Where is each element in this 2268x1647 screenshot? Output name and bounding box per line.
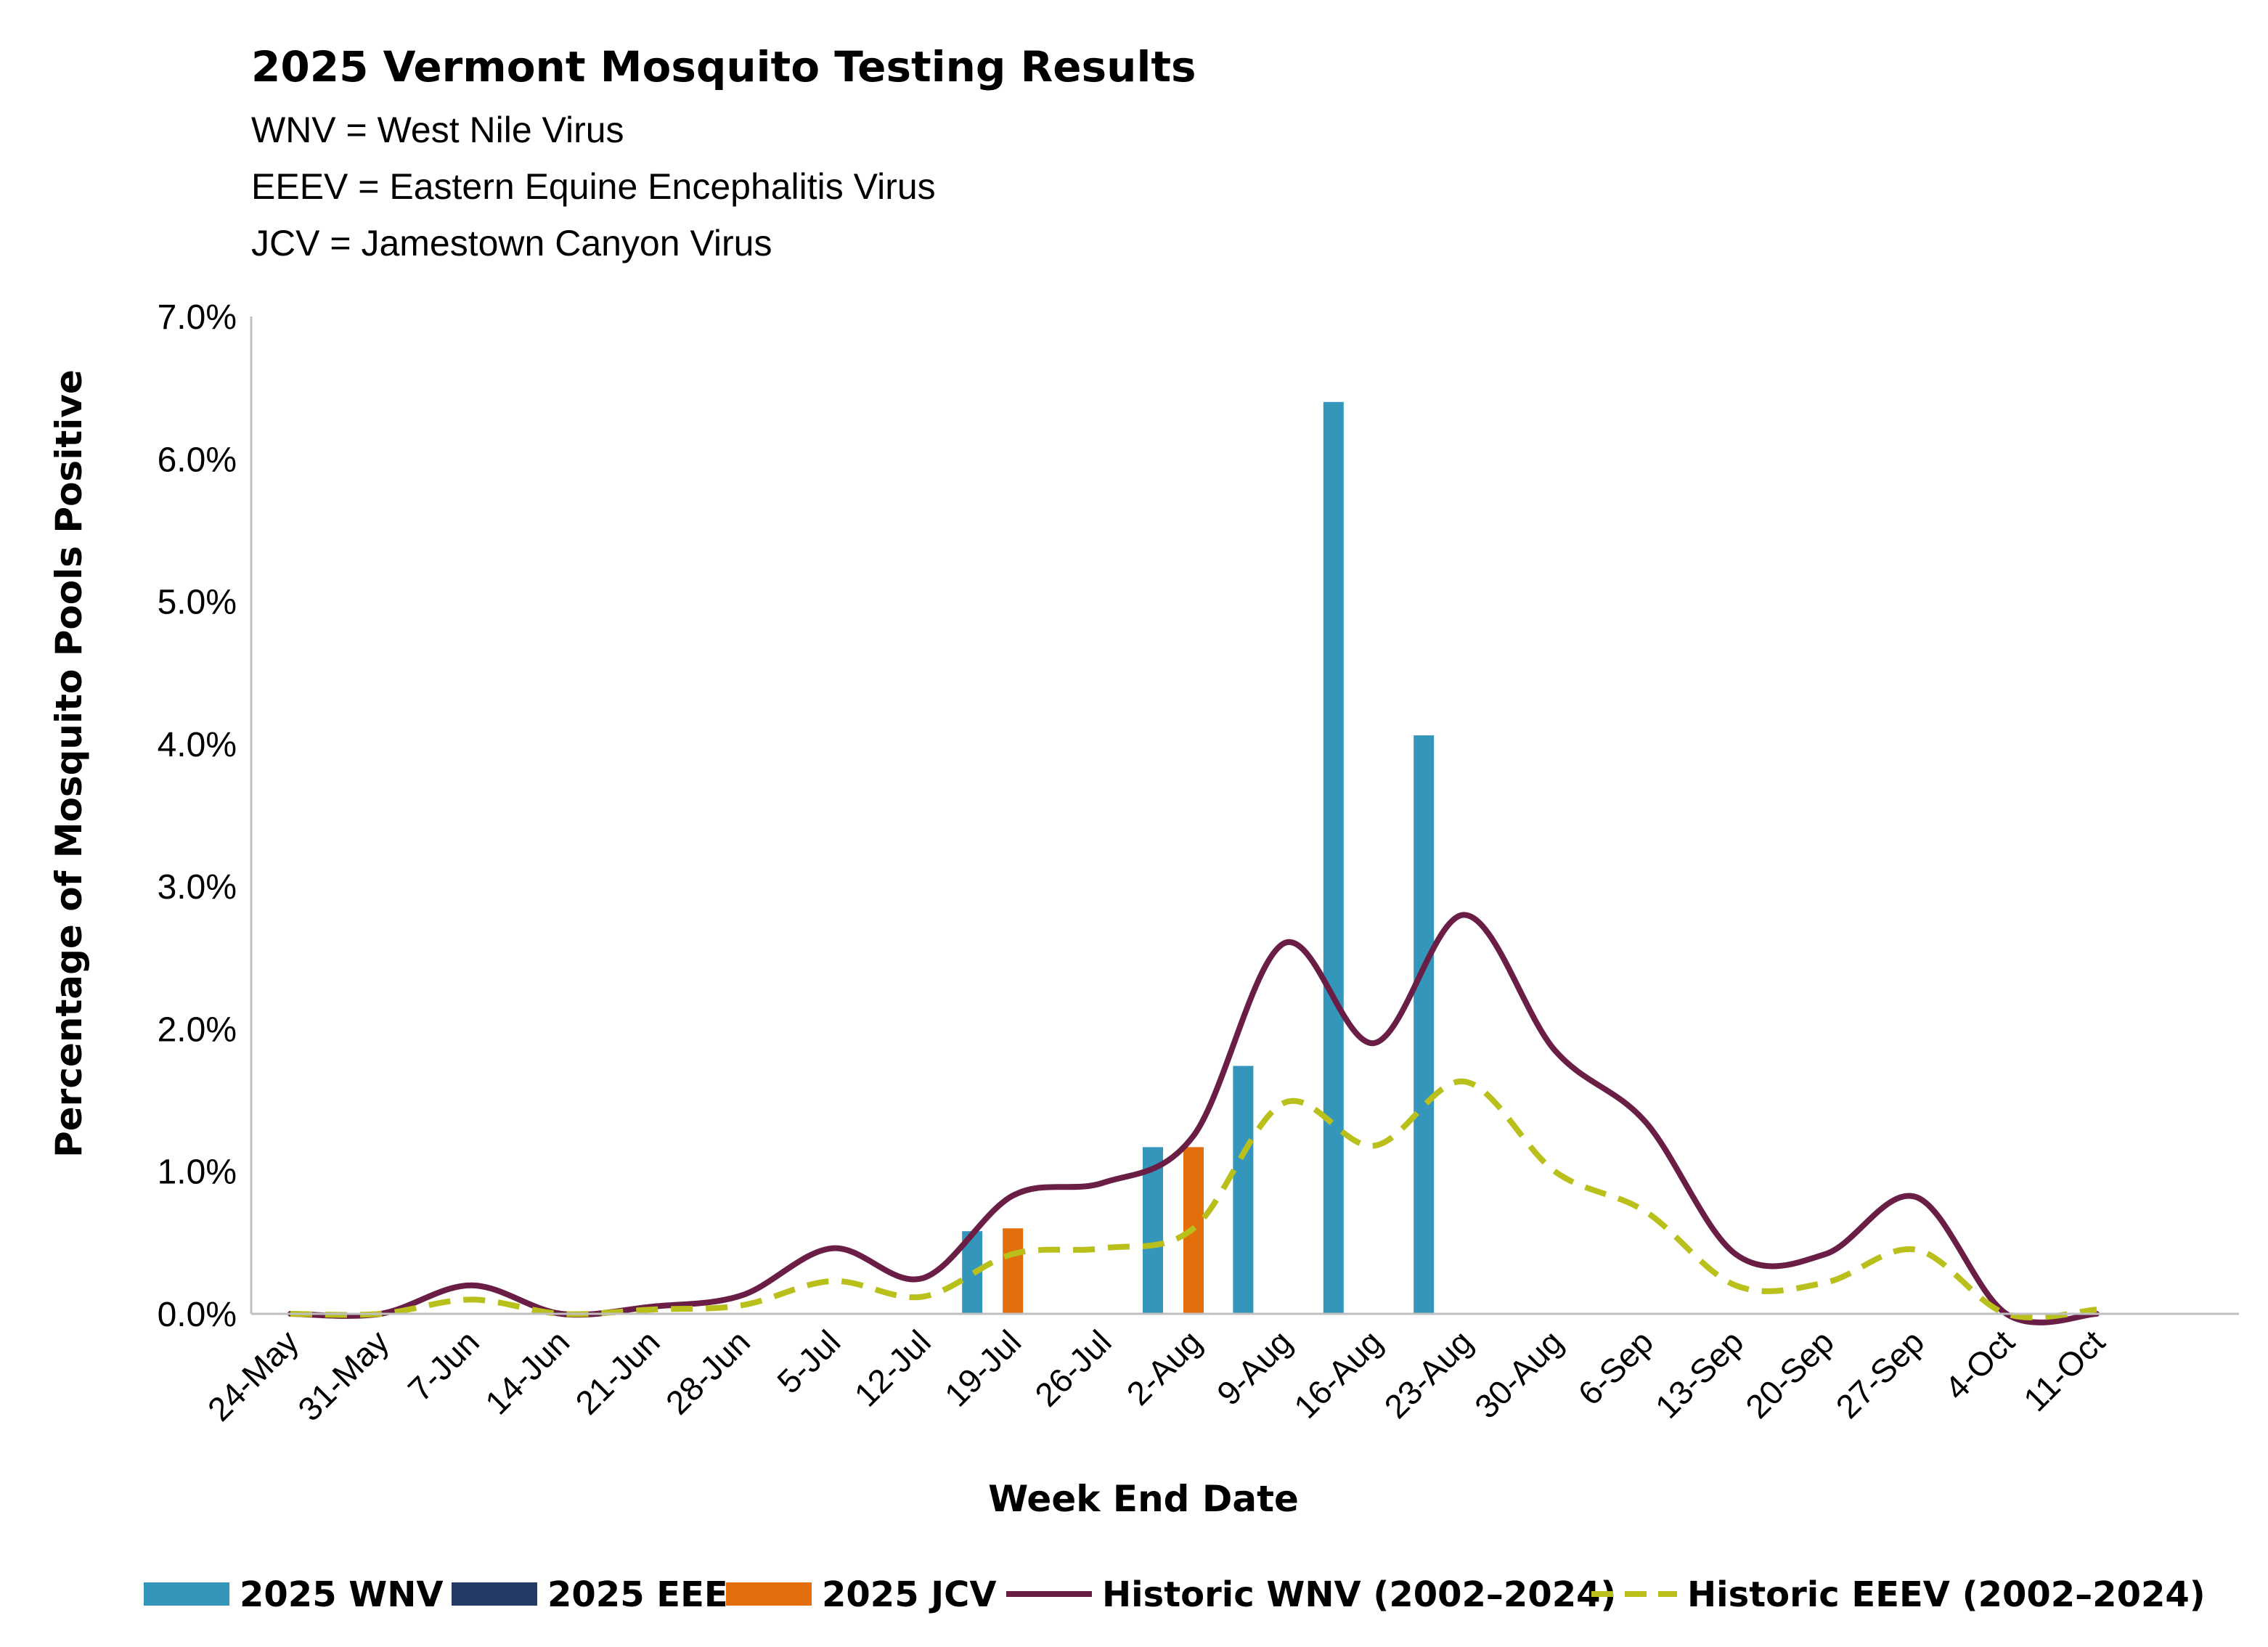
x-tick-label: 26-Jul bbox=[1027, 1323, 1118, 1413]
legend-item: 2025 WNV bbox=[144, 1574, 444, 1615]
bar-2025-jcv-19-jul bbox=[1003, 1228, 1024, 1314]
bar-2025-wnv-9-aug bbox=[1233, 1066, 1254, 1314]
legend-item: 2025 JCV bbox=[726, 1574, 997, 1615]
x-tick-label: 4-Oct bbox=[1937, 1323, 2021, 1407]
bars-layer bbox=[962, 401, 1435, 1314]
legend-item: Historic WNV (2002–2024) bbox=[1006, 1574, 1616, 1615]
x-tick-label: 27-Sep bbox=[1829, 1323, 1932, 1426]
legend-label: 2025 WNV bbox=[240, 1574, 444, 1615]
abbreviation-note-eeev: EEEV = Eastern Equine Encephalitis Virus bbox=[251, 166, 936, 207]
plot-area: 0.0%1.0%2.0%3.0%4.0%5.0%6.0%7.0% 24-May3… bbox=[158, 298, 2239, 1429]
y-tick-label: 0.0% bbox=[158, 1296, 237, 1334]
x-tick-label: 6-Sep bbox=[1571, 1323, 1661, 1413]
bar-2025-wnv-23-aug bbox=[1414, 735, 1435, 1314]
line-historic-wnv-2002-2024 bbox=[287, 912, 2100, 1325]
x-tick-label: 11-Oct bbox=[2016, 1323, 2112, 1418]
x-tick-label: 2-Aug bbox=[1119, 1323, 1210, 1413]
x-tick-label: 30-Aug bbox=[1467, 1323, 1570, 1426]
legend-item: Historic EEEV (2002–2024) bbox=[1591, 1574, 2206, 1615]
abbreviation-note-wnv: WNV = West Nile Virus bbox=[251, 110, 624, 150]
x-tick-label: 23-Aug bbox=[1377, 1323, 1480, 1426]
x-tick-label: 24-May bbox=[200, 1323, 306, 1428]
y-tick-label: 4.0% bbox=[158, 726, 237, 764]
x-tick-label: 7-Jun bbox=[401, 1323, 486, 1408]
legend-swatch bbox=[144, 1582, 229, 1606]
x-tick-label: 13-Sep bbox=[1648, 1323, 1751, 1426]
x-tick-label: 19-Jul bbox=[937, 1323, 1028, 1413]
legend-label: Historic WNV (2002–2024) bbox=[1102, 1574, 1616, 1615]
x-tick-label: 20-Sep bbox=[1738, 1323, 1841, 1426]
legend-label: Historic EEEV (2002–2024) bbox=[1687, 1574, 2206, 1615]
legend-label: 2025 EEE bbox=[547, 1574, 728, 1615]
y-tick-label: 3.0% bbox=[158, 868, 237, 907]
x-tick-label: 12-Jul bbox=[847, 1323, 938, 1413]
y-axis-ticks: 0.0% 1.0% 2.0% 3.0% 4.0% 5.0% 6.0% 7.0% bbox=[158, 298, 237, 1334]
x-tick-label: 14-Jun bbox=[478, 1323, 576, 1421]
x-tick-label: 31-May bbox=[290, 1323, 396, 1428]
x-tick-label: 28-Jun bbox=[658, 1323, 757, 1421]
x-axis-title: Week End Date bbox=[988, 1478, 1299, 1520]
y-tick-label: 5.0% bbox=[158, 584, 237, 622]
bar-2025-wnv-16-aug bbox=[1323, 401, 1344, 1314]
y-tick-label: 2.0% bbox=[158, 1010, 237, 1049]
x-tick-label: 9-Aug bbox=[1210, 1323, 1300, 1413]
x-tick-label: 5-Jul bbox=[770, 1323, 847, 1400]
abbreviation-note-jcv: JCV = Jamestown Canyon Virus bbox=[251, 223, 772, 263]
legend-swatch bbox=[452, 1582, 537, 1606]
y-tick-label: 6.0% bbox=[158, 441, 237, 479]
x-tick-label: 21-Jun bbox=[568, 1323, 666, 1421]
y-tick-label: 7.0% bbox=[158, 298, 237, 337]
legend: 2025 WNV 2025 EEE 2025 JCV Historic WNV (20… bbox=[144, 1574, 2206, 1615]
y-tick-label: 1.0% bbox=[158, 1153, 237, 1192]
y-axis-title: Percentage of Mosquito Pools Positive bbox=[48, 369, 90, 1158]
legend-label: 2025 JCV bbox=[822, 1574, 997, 1615]
legend-item: 2025 EEE bbox=[452, 1574, 728, 1615]
legend-swatch bbox=[726, 1582, 812, 1606]
bar-2025-wnv-2-aug bbox=[1143, 1147, 1163, 1314]
chart-title: 2025 Vermont Mosquito Testing Results bbox=[251, 42, 1196, 91]
x-tick-label: 16-Aug bbox=[1286, 1323, 1390, 1426]
